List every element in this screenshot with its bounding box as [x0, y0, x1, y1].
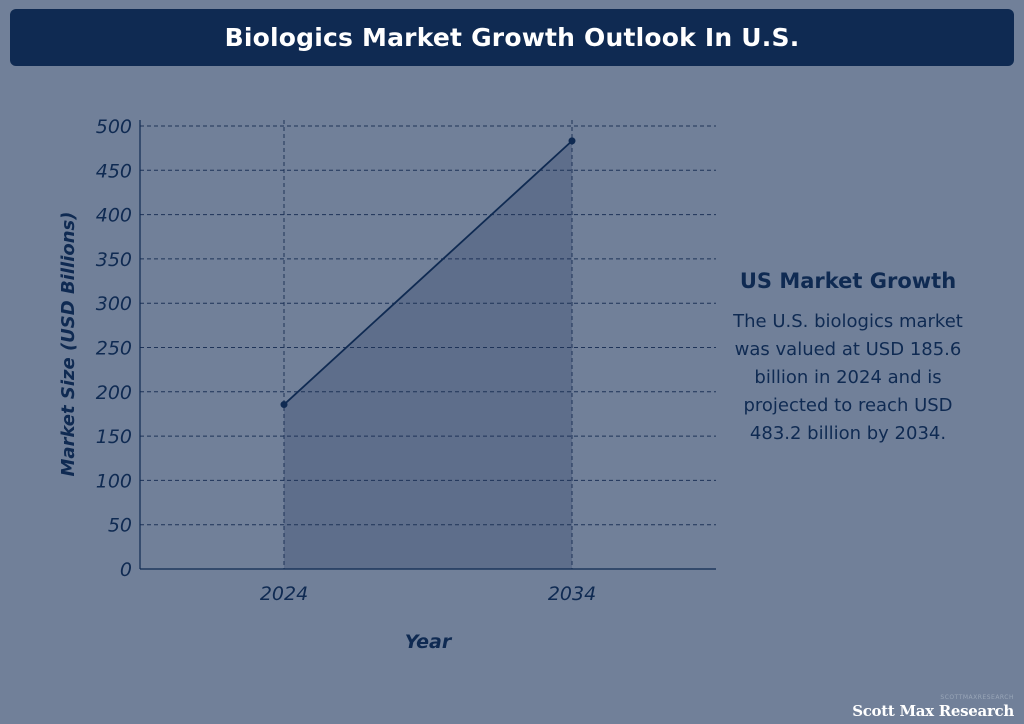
brand-logo: SCOTTMAXRESEARCH Scott Max Research: [852, 694, 1014, 720]
page-title: Biologics Market Growth Outlook In U.S.: [224, 23, 800, 52]
y-tick-label: 250: [96, 338, 132, 360]
y-tick-label: 100: [96, 470, 132, 492]
y-tick-label: 500: [96, 116, 132, 138]
data-point: [280, 401, 288, 409]
area-fill: [284, 140, 572, 569]
y-tick-label: 450: [96, 160, 132, 182]
y-tick-label: 200: [96, 382, 132, 404]
side-panel-title: US Market Growth: [739, 269, 957, 293]
x-axis-label: Year: [405, 631, 453, 653]
side-panel-text: The U.S. biologics market was valued at …: [733, 311, 963, 444]
x-tick-label: 2024: [260, 583, 308, 605]
area-chart: 0 50 100 150 200 250 300 350 400 450 500 2024 2034 Ye…: [58, 116, 716, 653]
series-line: [283, 140, 573, 406]
y-tick-label: 50: [108, 515, 132, 537]
brand-small-text: SCOTTMAXRESEARCH: [940, 694, 1014, 701]
title-bar: Biologics Market Growth Outlook In U.S.: [10, 9, 1014, 66]
y-tick-label: 300: [96, 293, 132, 315]
data-point: [568, 137, 576, 145]
y-tick-label: 0: [120, 559, 132, 581]
y-tick-label: 150: [96, 426, 132, 448]
y-tick-label: 350: [96, 249, 132, 271]
y-axis-label: Market Size (USD Billions): [58, 212, 79, 477]
x-tick-label: 2034: [548, 583, 596, 605]
brand-name: Scott Max Research: [852, 702, 1014, 720]
side-panel: US Market Growth The U.S. biologics mark…: [732, 268, 964, 448]
y-tick-label: 400: [96, 205, 132, 227]
